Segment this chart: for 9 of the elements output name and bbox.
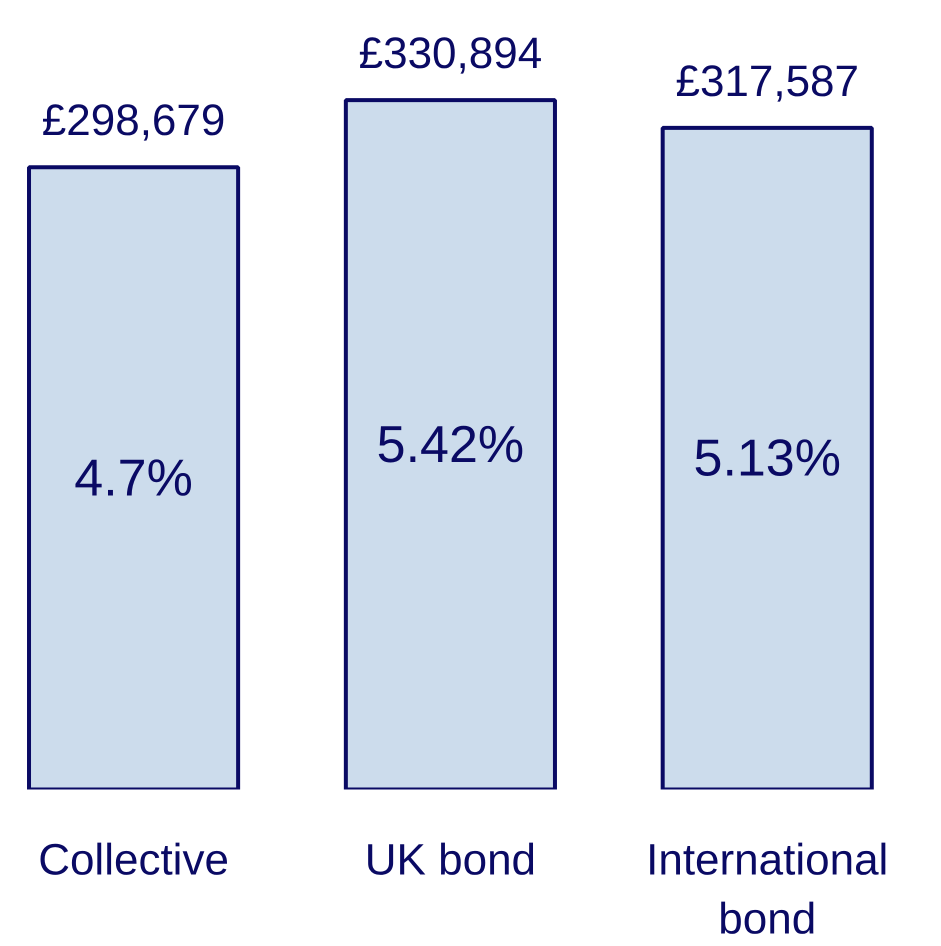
data-label: £317,587 (675, 56, 860, 106)
annotation: 5.13% (694, 430, 841, 488)
x-tick-label: International bond (646, 836, 888, 944)
annotation: 5.42% (376, 416, 524, 474)
annotation: 4.7% (74, 449, 193, 508)
x-tick-label: UK bond (364, 836, 536, 884)
data-label: £330,894 (358, 29, 542, 78)
x-tick-label: Collective (38, 836, 229, 884)
data-label: £298,679 (42, 96, 226, 146)
